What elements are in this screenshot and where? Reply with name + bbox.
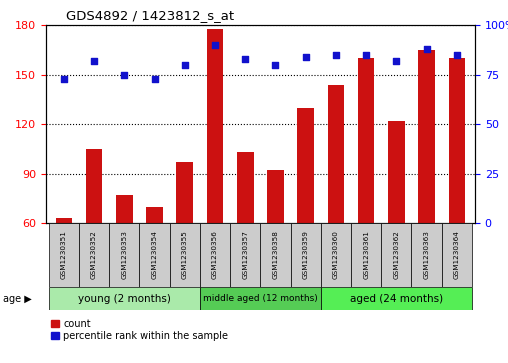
- Bar: [139, 223, 170, 287]
- Point: [150, 76, 158, 82]
- Point: [453, 52, 461, 58]
- Bar: [200, 223, 230, 287]
- Bar: [49, 287, 200, 310]
- Text: GSM1230360: GSM1230360: [333, 231, 339, 280]
- Bar: [442, 223, 472, 287]
- Point: [60, 76, 68, 82]
- Bar: [291, 223, 321, 287]
- Bar: [449, 58, 465, 223]
- Text: GSM1230353: GSM1230353: [121, 231, 128, 280]
- Point: [181, 62, 189, 68]
- Point: [271, 62, 279, 68]
- Text: GSM1230352: GSM1230352: [91, 231, 97, 280]
- Text: GSM1230359: GSM1230359: [303, 231, 309, 280]
- Text: GSM1230354: GSM1230354: [151, 231, 157, 280]
- Bar: [170, 223, 200, 287]
- Bar: [79, 223, 109, 287]
- Bar: [321, 287, 472, 310]
- Text: GSM1230351: GSM1230351: [61, 231, 67, 280]
- Bar: [200, 287, 321, 310]
- Point: [211, 42, 219, 48]
- Bar: [351, 223, 382, 287]
- Bar: [411, 223, 442, 287]
- Text: GSM1230356: GSM1230356: [212, 231, 218, 280]
- Text: young (2 months): young (2 months): [78, 294, 171, 303]
- Bar: [146, 207, 163, 223]
- Text: GSM1230357: GSM1230357: [242, 231, 248, 280]
- Point: [423, 46, 431, 52]
- Bar: [86, 149, 103, 223]
- Text: GSM1230358: GSM1230358: [272, 231, 278, 280]
- Text: GSM1230355: GSM1230355: [182, 231, 188, 280]
- Bar: [328, 85, 344, 223]
- Bar: [207, 29, 224, 223]
- Bar: [267, 171, 284, 223]
- Bar: [176, 162, 193, 223]
- Bar: [382, 223, 411, 287]
- Point: [241, 56, 249, 62]
- Point: [332, 52, 340, 58]
- Bar: [237, 152, 253, 223]
- Legend: count, percentile rank within the sample: count, percentile rank within the sample: [51, 319, 228, 341]
- Bar: [261, 223, 291, 287]
- Bar: [109, 223, 139, 287]
- Text: middle aged (12 months): middle aged (12 months): [203, 294, 318, 303]
- Point: [90, 58, 98, 64]
- Bar: [297, 108, 314, 223]
- Text: GSM1230361: GSM1230361: [363, 231, 369, 280]
- Text: GSM1230364: GSM1230364: [454, 231, 460, 280]
- Text: GDS4892 / 1423812_s_at: GDS4892 / 1423812_s_at: [66, 9, 234, 22]
- Text: GSM1230362: GSM1230362: [393, 231, 399, 280]
- Text: aged (24 months): aged (24 months): [350, 294, 443, 303]
- Bar: [116, 195, 133, 223]
- Point: [362, 52, 370, 58]
- Point: [120, 72, 129, 78]
- Text: age ▶: age ▶: [3, 294, 31, 303]
- Bar: [321, 223, 351, 287]
- Bar: [49, 223, 79, 287]
- Text: GSM1230363: GSM1230363: [424, 231, 430, 280]
- Bar: [230, 223, 261, 287]
- Point: [392, 58, 400, 64]
- Point: [302, 54, 310, 60]
- Bar: [55, 218, 72, 223]
- Bar: [388, 121, 405, 223]
- Bar: [418, 50, 435, 223]
- Bar: [358, 58, 374, 223]
